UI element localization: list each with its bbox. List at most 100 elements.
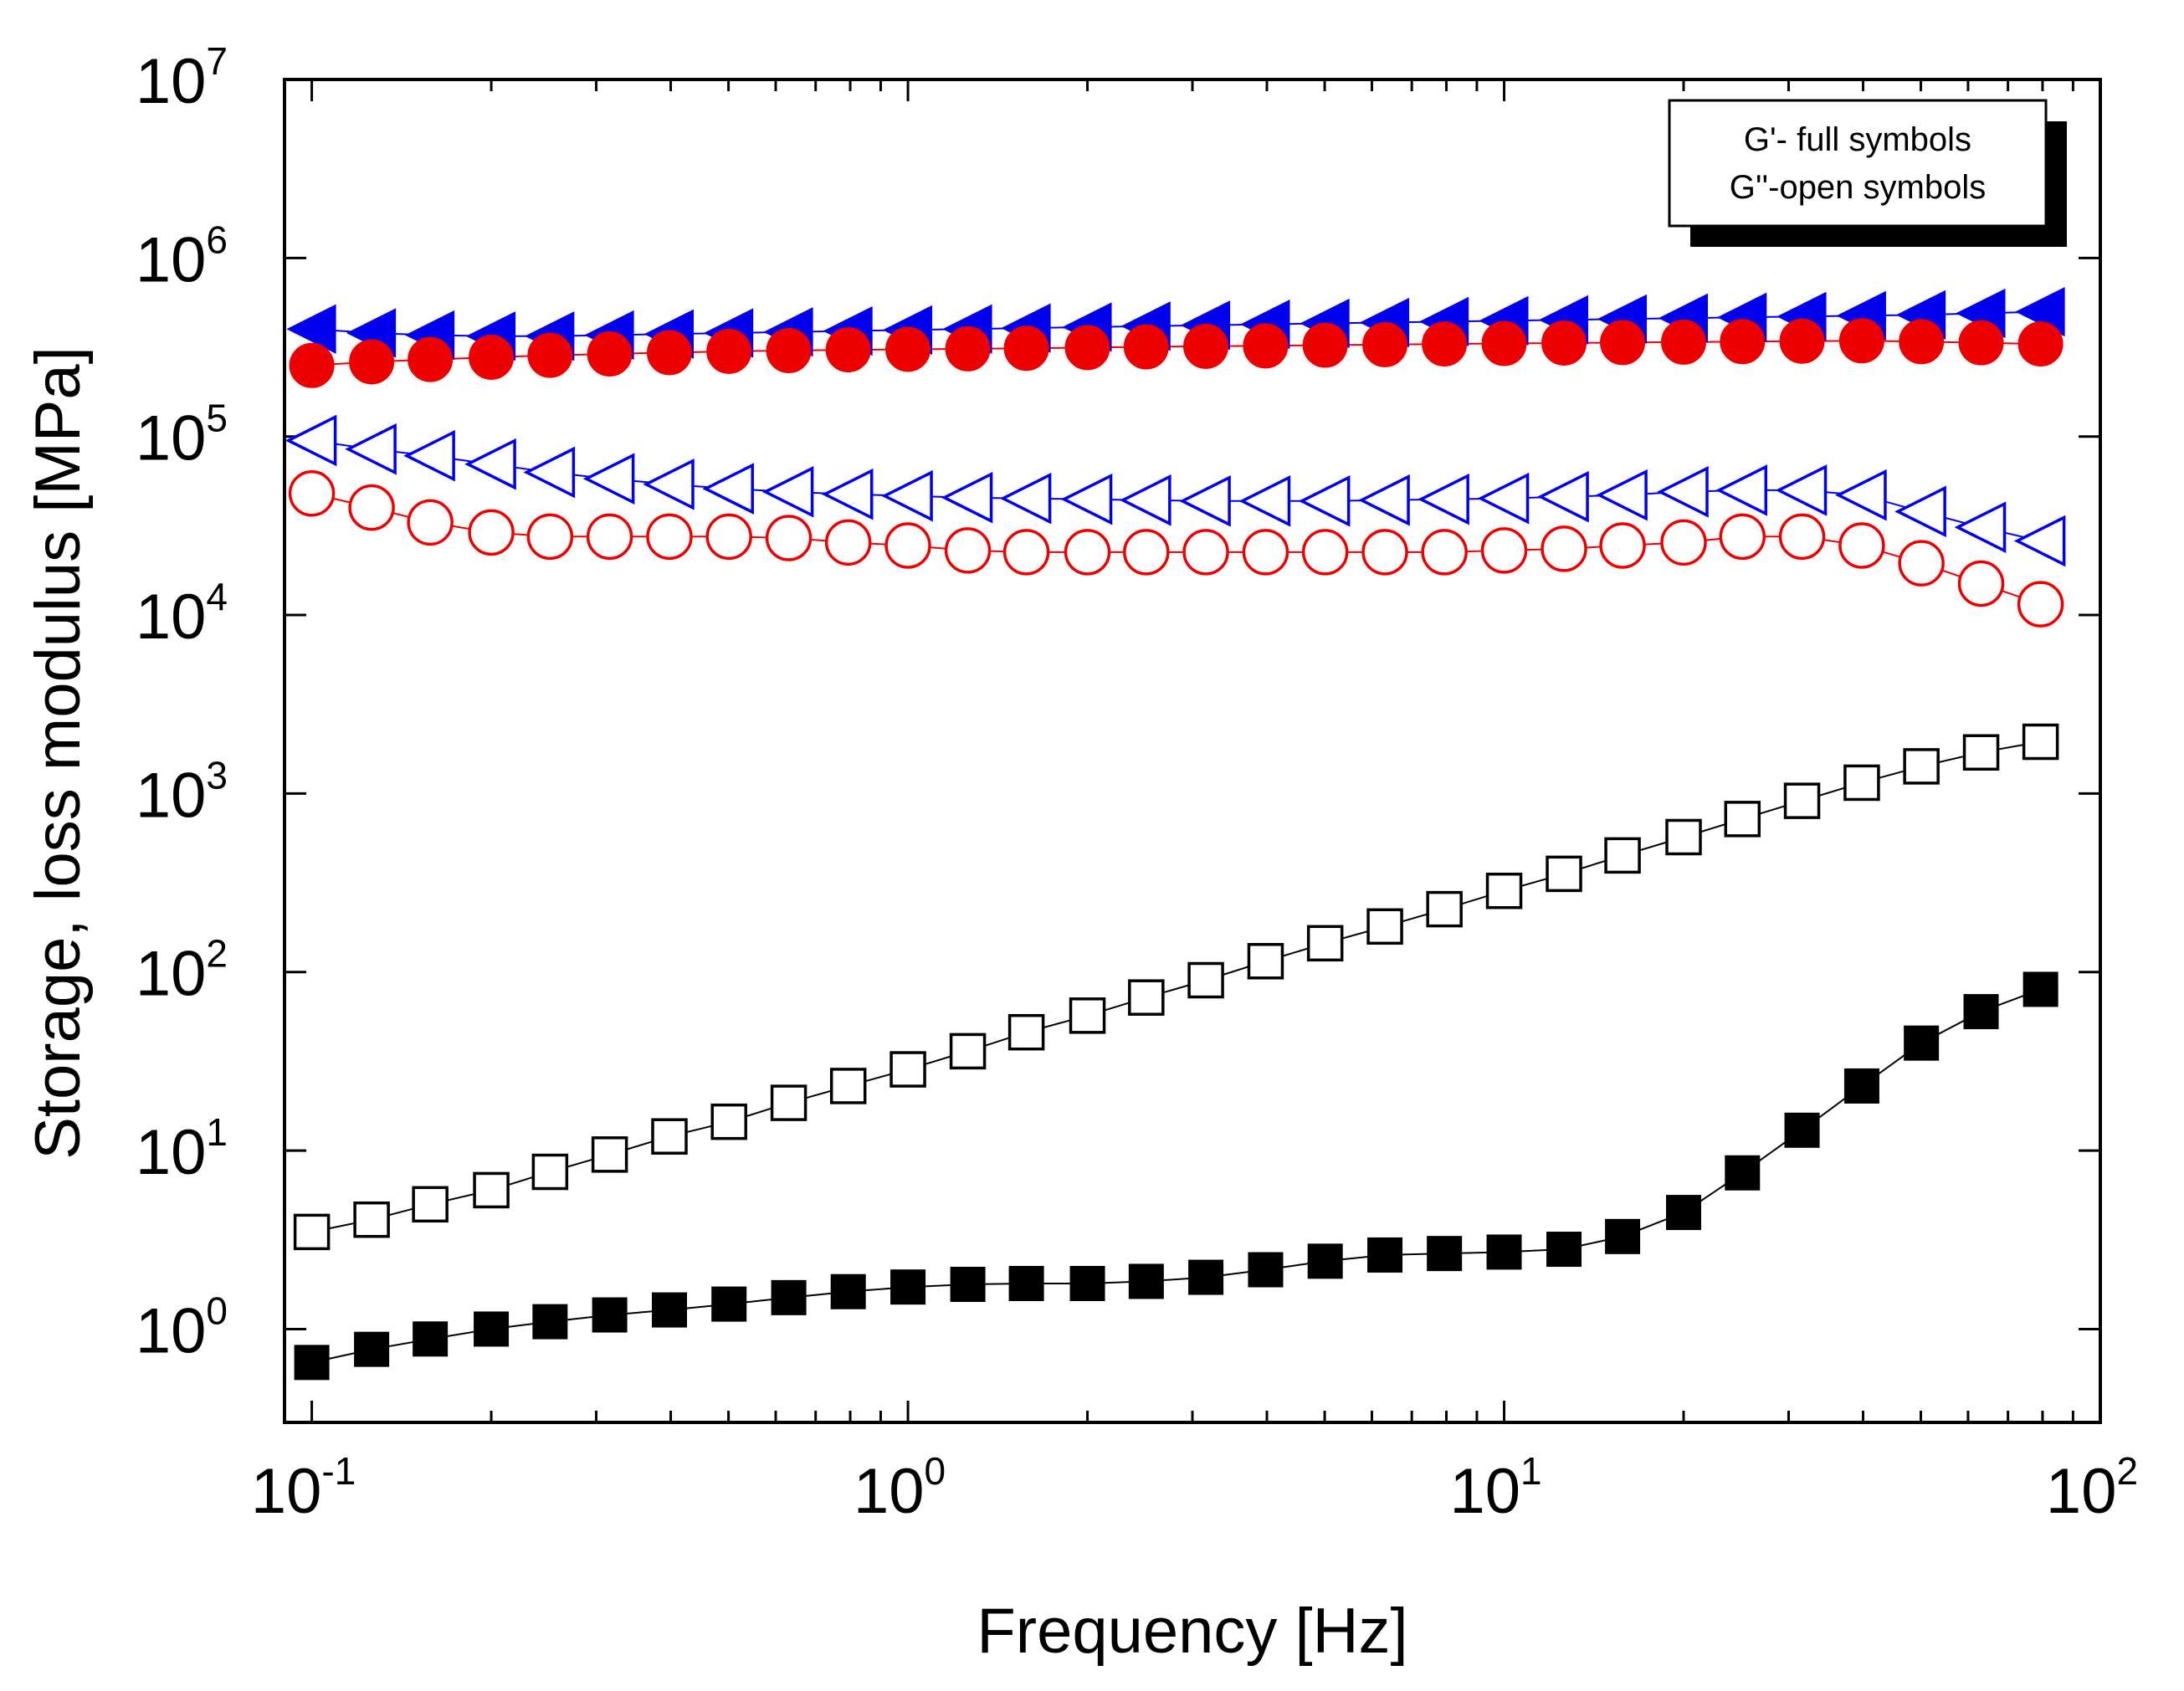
- data-point-g-black-filled-squares: [1486, 1234, 1522, 1270]
- data-point-g-red-filled-circles: [2017, 321, 2064, 367]
- data-point-g-blue-open-triangles: [1358, 474, 1410, 526]
- data-point-g-black-filled-squares: [1069, 1265, 1105, 1301]
- y-tick-exponent: 0: [206, 1289, 228, 1332]
- data-point-g-black-open-squares: [591, 1136, 628, 1173]
- data-point-g-black-filled-squares: [592, 1297, 628, 1333]
- data-point-g-red-open-circles: [705, 513, 752, 561]
- data-point-g-red-open-circles: [1301, 529, 1349, 576]
- data-point-g-red-filled-circles: [1720, 319, 1766, 365]
- data-point-g-black-open-squares: [1069, 997, 1106, 1034]
- series-g-black-open-squares: [293, 723, 2059, 1251]
- y-tick-label: 104: [136, 575, 228, 653]
- legend-box: [1668, 99, 2048, 228]
- x-tick-exponent: 2: [2116, 1449, 2138, 1493]
- data-point-g-black-filled-squares: [1008, 1265, 1044, 1301]
- data-point-g-black-filled-squares: [1725, 1155, 1761, 1191]
- data-point-g-black-open-squares: [1485, 872, 1523, 910]
- series-line-g-red-open-circles: [311, 492, 2041, 606]
- data-point-g-black-open-squares: [1962, 734, 2000, 771]
- data-point-g-blue-open-triangles: [285, 414, 337, 467]
- data-point-g-red-filled-circles: [1958, 320, 2004, 366]
- data-point-g-blue-open-triangles: [881, 469, 933, 522]
- data-point-g-red-open-circles: [2017, 581, 2064, 628]
- x-tick-exponent: 0: [925, 1449, 946, 1493]
- data-point-g-red-filled-circles: [1779, 318, 1825, 364]
- data-point-g-red-filled-circles: [1183, 323, 1229, 369]
- data-point-g-red-open-circles: [884, 522, 931, 569]
- data-point-g-red-open-circles: [1064, 529, 1111, 576]
- data-point-g-blue-open-triangles: [1477, 472, 1530, 525]
- data-point-g-red-open-circles: [1599, 522, 1646, 569]
- x-tick-exponent: -1: [321, 1449, 356, 1493]
- series-g-red-filled-circles: [289, 318, 2064, 388]
- x-tick-label: 10-1: [251, 1449, 356, 1527]
- data-point-g-black-open-squares: [1604, 837, 1641, 874]
- data-point-g-black-open-squares: [2022, 723, 2059, 761]
- y-tick-base: 10: [136, 760, 207, 831]
- y-tick-label: 105: [136, 397, 228, 474]
- data-point-g-red-open-circles: [1957, 560, 2005, 607]
- data-point-g-blue-open-triangles: [1238, 474, 1291, 527]
- data-point-g-red-filled-circles: [706, 328, 752, 374]
- x-tick-base: 10: [854, 1456, 925, 1527]
- data-point-g-blue-open-triangles: [761, 465, 814, 518]
- data-point-g-black-filled-squares: [2023, 971, 2058, 1007]
- data-point-g-blue-open-triangles: [643, 458, 695, 510]
- data-point-g-black-filled-squares: [1963, 994, 1999, 1030]
- data-point-g-red-open-circles: [824, 519, 872, 566]
- data-point-g-blue-open-triangles: [464, 438, 516, 490]
- data-point-g-red-open-circles: [1361, 529, 1408, 576]
- data-point-g-black-filled-squares: [532, 1304, 568, 1340]
- data-point-g-blue-open-triangles: [1775, 464, 1828, 516]
- y-tick-label: 103: [136, 753, 228, 831]
- x-tick-base: 10: [2046, 1456, 2117, 1527]
- data-point-g-black-filled-squares: [1128, 1263, 1164, 1299]
- y-axis-title: Storage, loss modulus [MPa]: [23, 346, 94, 1160]
- data-point-g-red-open-circles: [586, 513, 633, 561]
- y-tick-exponent: 3: [206, 753, 228, 797]
- y-tick-base: 10: [136, 1295, 207, 1366]
- data-point-g-red-filled-circles: [1123, 324, 1169, 370]
- series-g-red-open-circles: [288, 469, 2064, 628]
- y-tick-base: 10: [136, 939, 207, 1010]
- data-point-g-red-filled-circles: [1003, 325, 1049, 372]
- data-point-g-black-open-squares: [1783, 782, 1821, 819]
- legend-line-2: G''-open symbols: [1730, 169, 1987, 206]
- x-tick-labels: 10-1 100 101 102: [251, 1449, 2138, 1527]
- data-point-g-black-filled-squares: [354, 1331, 390, 1367]
- data-point-g-black-filled-squares: [474, 1311, 510, 1347]
- data-point-g-black-filled-squares: [1307, 1243, 1343, 1279]
- data-point-g-black-filled-squares: [1784, 1112, 1820, 1148]
- data-point-g-blue-open-triangles: [1657, 465, 1709, 518]
- data-point-g-black-open-squares: [829, 1068, 867, 1104]
- data-point-g-red-open-circles: [1719, 513, 1766, 561]
- data-point-g-red-filled-circles: [1541, 320, 1587, 366]
- data-point-g-blue-open-triangles: [702, 463, 754, 515]
- y-tick-label: 107: [136, 39, 228, 117]
- data-point-g-blue-open-triangles: [2013, 515, 2066, 567]
- data-point-g-black-open-squares: [1724, 801, 1761, 838]
- y-tick-label: 106: [136, 218, 228, 295]
- y-tick-base: 10: [136, 403, 207, 474]
- y-tick-base: 10: [136, 46, 207, 117]
- data-point-g-blue-open-triangles: [1954, 501, 2007, 554]
- data-point-g-black-filled-squares: [1843, 1068, 1879, 1104]
- data-point-g-blue-open-triangles: [1835, 469, 1887, 521]
- data-point-g-red-filled-circles: [1899, 319, 1945, 365]
- data-point-g-red-open-circles: [1480, 527, 1528, 574]
- data-point-g-blue-open-triangles: [1060, 473, 1113, 525]
- data-point-g-black-open-squares: [1007, 1013, 1045, 1051]
- data-point-g-red-filled-circles: [1422, 321, 1468, 367]
- x-axis-title: Frequency [Hz]: [977, 1596, 1407, 1667]
- data-point-g-red-open-circles: [348, 484, 395, 531]
- data-point-g-red-filled-circles: [587, 331, 633, 377]
- data-point-g-blue-open-triangles: [941, 471, 993, 524]
- data-point-g-black-open-squares: [293, 1213, 331, 1251]
- data-point-g-blue-open-triangles: [1894, 485, 1946, 538]
- data-point-g-red-open-circles: [1421, 529, 1468, 576]
- data-point-g-black-open-squares: [710, 1103, 747, 1140]
- data-point-g-black-open-squares: [1843, 764, 1880, 802]
- data-point-g-blue-open-triangles: [582, 453, 635, 505]
- data-point-g-black-filled-squares: [651, 1292, 687, 1328]
- y-tick-label: 100: [136, 1289, 228, 1366]
